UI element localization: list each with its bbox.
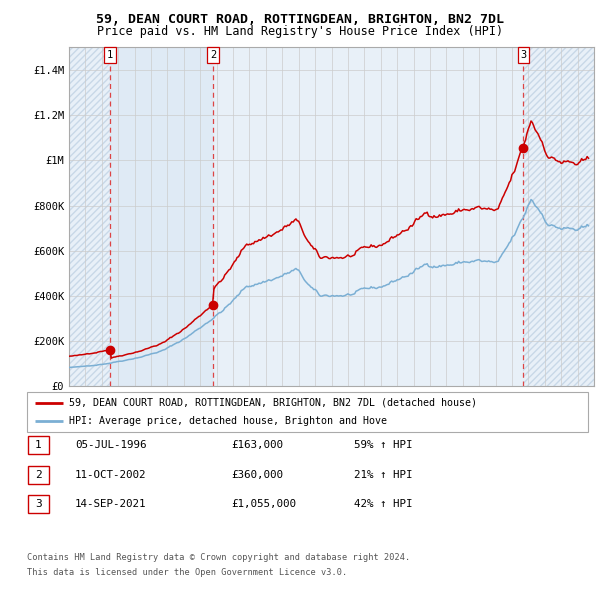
Text: 05-JUL-1996: 05-JUL-1996 [75, 441, 146, 450]
Text: 2: 2 [35, 470, 42, 480]
Text: 59, DEAN COURT ROAD, ROTTINGDEAN, BRIGHTON, BN2 7DL (detached house): 59, DEAN COURT ROAD, ROTTINGDEAN, BRIGHT… [69, 398, 477, 408]
Text: 1: 1 [107, 50, 113, 60]
Text: £1,055,000: £1,055,000 [231, 500, 296, 509]
Bar [69, 47, 110, 386]
Text: 21% ↑ HPI: 21% ↑ HPI [354, 470, 413, 480]
Text: £163,000: £163,000 [231, 441, 283, 450]
Text: HPI: Average price, detached house, Brighton and Hove: HPI: Average price, detached house, Brig… [69, 416, 387, 426]
Text: £360,000: £360,000 [231, 470, 283, 480]
Bar [523, 47, 594, 386]
Text: 14-SEP-2021: 14-SEP-2021 [75, 500, 146, 509]
Text: 1: 1 [35, 441, 42, 450]
Bar [69, 47, 110, 386]
Text: 59, DEAN COURT ROAD, ROTTINGDEAN, BRIGHTON, BN2 7DL: 59, DEAN COURT ROAD, ROTTINGDEAN, BRIGHT… [96, 13, 504, 26]
Text: 3: 3 [520, 50, 527, 60]
Text: 2: 2 [210, 50, 216, 60]
Text: Price paid vs. HM Land Registry's House Price Index (HPI): Price paid vs. HM Land Registry's House … [97, 25, 503, 38]
Text: 59% ↑ HPI: 59% ↑ HPI [354, 441, 413, 450]
Bar [213, 47, 523, 386]
Text: 3: 3 [35, 500, 42, 509]
Text: This data is licensed under the Open Government Licence v3.0.: This data is licensed under the Open Gov… [27, 568, 347, 577]
Text: 11-OCT-2002: 11-OCT-2002 [75, 470, 146, 480]
Text: 42% ↑ HPI: 42% ↑ HPI [354, 500, 413, 509]
Text: Contains HM Land Registry data © Crown copyright and database right 2024.: Contains HM Land Registry data © Crown c… [27, 553, 410, 562]
Bar [110, 47, 213, 386]
Bar [523, 47, 594, 386]
